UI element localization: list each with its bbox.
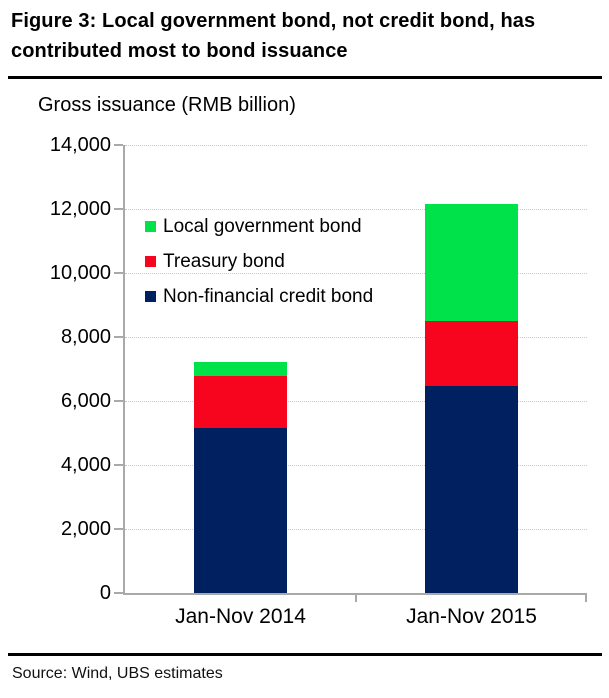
y-axis-title: Gross issuance (RMB billion) — [38, 94, 296, 116]
bar-segment-treasury-bond — [194, 375, 287, 429]
legend-item-label: Local government bond — [163, 215, 362, 237]
y-axis-tick-label: 8,000 — [60, 326, 111, 348]
legend-item-label: Treasury bond — [163, 250, 285, 272]
figure-title: Figure 3: Local government bond, not cre… — [11, 6, 603, 66]
chart-legend: Local government bond Treasury bond Non-fi… — [145, 209, 373, 314]
y-axis-tick — [114, 528, 123, 530]
legend-item-label: Non-financial credit bond — [163, 285, 374, 307]
y-axis-tick — [114, 336, 123, 338]
legend-item: Non-financial credit bond — [145, 279, 373, 314]
title-divider-rule — [8, 76, 602, 79]
gridline-6000 — [125, 400, 587, 402]
y-axis-tick-label: 12,000 — [49, 198, 111, 220]
y-axis-tick — [114, 272, 123, 274]
y-axis-tick-label: 4,000 — [60, 454, 111, 476]
source-note: Source: Wind, UBS estimates — [12, 665, 223, 682]
x-axis-category-label: Jan-Nov 2015 — [406, 605, 537, 628]
x-axis-category-label: Jan-Nov 2014 — [175, 605, 306, 628]
y-axis-tick — [114, 208, 123, 210]
figure-title-line2: contributed most to bond issuance — [11, 40, 348, 62]
legend-item: Local government bond — [145, 209, 373, 244]
bar-segment-non-financial-credit-bond — [425, 386, 518, 593]
legend-swatch-icon — [145, 256, 156, 267]
gridline-4000 — [125, 464, 587, 466]
gridline-14000 — [125, 144, 587, 146]
legend-item: Treasury bond — [145, 244, 373, 279]
x-axis-tick — [585, 593, 587, 602]
gridline-2000 — [125, 528, 587, 530]
gridline-12000 — [125, 208, 587, 210]
bar-segment-local-government-bond — [194, 362, 287, 376]
legend-swatch-icon — [145, 291, 156, 302]
y-axis-tick — [114, 464, 123, 466]
bar-segment-local-government-bond — [425, 204, 518, 322]
x-axis-tick — [355, 593, 357, 602]
y-axis-tick-label: 0 — [99, 582, 111, 604]
y-axis-tick-label: 2,000 — [60, 518, 111, 540]
plot-area: Local government bond Treasury bond Non-fi… — [50, 134, 587, 628]
y-axis-tick-label: 14,000 — [49, 134, 111, 156]
legend-swatch-icon — [145, 221, 156, 232]
figure-title-line1: Figure 3: Local government bond, not cre… — [11, 10, 536, 32]
gridline-10000 — [125, 272, 587, 274]
bar-segment-treasury-bond — [425, 321, 518, 387]
gridline-8000 — [125, 336, 587, 338]
footer-divider-rule — [8, 653, 602, 656]
y-axis-tick — [114, 144, 123, 146]
y-axis-tick-label: 6,000 — [60, 390, 111, 412]
y-axis-tick-label: 10,000 — [49, 262, 111, 284]
y-axis-tick — [114, 400, 123, 402]
bar-segment-non-financial-credit-bond — [194, 428, 287, 593]
y-axis-tick — [114, 592, 123, 594]
